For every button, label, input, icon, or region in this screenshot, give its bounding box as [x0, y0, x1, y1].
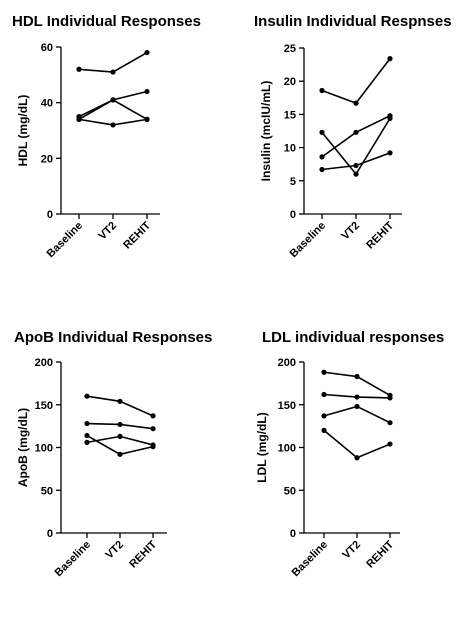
y-axis-label: LDL (mg/dL) — [255, 412, 269, 482]
chart-panel-1: HDL Individual Responses HDL (mg/dL) 0 20 40… — [12, 13, 201, 260]
data-point — [387, 441, 393, 447]
chart-title: LDL individual responses — [262, 329, 444, 346]
data-point — [150, 442, 156, 448]
y-tick-label: 100 — [278, 443, 296, 455]
data-point — [110, 97, 116, 103]
chart-title: HDL Individual Responses — [12, 13, 201, 30]
chart-panel-4: LDL individual responses LDL (mg/dL) 0 50 10… — [255, 329, 444, 579]
y-tick-label: 0 — [47, 528, 53, 540]
data-point — [319, 166, 325, 173]
series-line — [78, 90, 148, 121]
data-point — [353, 129, 359, 135]
data-point — [321, 413, 327, 419]
y-tick-label: 20 — [41, 153, 53, 165]
x-tick-label: Baseline — [290, 539, 330, 579]
chart-panel-3: ApoB Individual Responses ApoB (mg/dL) 0 50… — [14, 329, 212, 579]
data-point — [319, 87, 325, 94]
series-line — [78, 51, 148, 73]
x-tick-label: VT2 — [339, 220, 362, 243]
y-tick-label: 50 — [284, 485, 296, 497]
y-tick-label: 150 — [35, 400, 53, 412]
data-point — [110, 122, 116, 128]
y-tick-label: 10 — [284, 143, 296, 155]
y-tick-label: 100 — [35, 443, 53, 455]
y-tick-label: 0 — [47, 209, 53, 221]
data-point — [319, 129, 325, 135]
x-tick-label: Baseline — [45, 220, 85, 260]
y-tick-label: 0 — [290, 209, 296, 221]
chart-title: ApoB Individual Responses — [14, 329, 212, 346]
data-point — [76, 66, 82, 72]
data-point — [144, 116, 150, 122]
data-point — [76, 116, 82, 122]
x-tick-label: REHIT — [364, 219, 396, 251]
data-point — [144, 49, 150, 56]
data-point — [84, 432, 90, 439]
data-point — [84, 439, 90, 445]
chart-title: Insulin Individual Respnses — [254, 13, 452, 30]
data-point — [117, 433, 123, 439]
x-tick-label: Baseline — [53, 539, 93, 579]
data-point — [354, 455, 360, 461]
data-point — [321, 427, 327, 433]
x-tick-label: VT2 — [340, 539, 363, 562]
series-line — [321, 58, 391, 105]
data-point — [144, 88, 150, 95]
data-point — [117, 451, 123, 457]
y-tick-label: 50 — [41, 485, 53, 497]
y-tick-label: 200 — [278, 357, 296, 369]
data-point — [319, 154, 325, 160]
data-point — [321, 391, 327, 398]
data-point — [353, 100, 359, 106]
data-point — [387, 420, 393, 426]
series-line — [323, 429, 391, 459]
data-point — [354, 403, 360, 410]
data-point — [110, 69, 116, 75]
data-point — [387, 395, 393, 401]
data-point — [354, 394, 360, 400]
data-point — [150, 426, 156, 432]
data-point — [117, 421, 123, 428]
y-tick-label: 200 — [35, 357, 53, 369]
y-tick-label: 5 — [290, 176, 296, 188]
x-tick-label: REHIT — [127, 538, 159, 570]
x-tick-label: REHIT — [364, 538, 396, 570]
data-point — [321, 369, 327, 375]
x-tick-label: REHIT — [121, 219, 153, 251]
chart-panel-2: Insulin Individual Respnses Insulin (mcIU… — [254, 13, 452, 260]
data-point — [117, 398, 123, 404]
y-axis-label: HDL (mg/dL) — [16, 95, 30, 167]
y-tick-label: 40 — [41, 98, 53, 110]
data-point — [387, 56, 393, 62]
data-point — [84, 420, 90, 427]
data-point — [84, 393, 90, 399]
data-point — [387, 113, 393, 119]
x-tick-label: Baseline — [288, 220, 328, 260]
y-tick-label: 0 — [290, 528, 296, 540]
y-tick-label: 150 — [278, 400, 296, 412]
y-tick-label: 15 — [284, 109, 296, 121]
data-point — [353, 162, 359, 169]
x-tick-label: VT2 — [96, 220, 119, 243]
data-point — [353, 171, 359, 177]
y-axis-label: Insulin (mcIU/mL) — [259, 81, 273, 182]
y-tick-label: 60 — [41, 42, 53, 54]
data-point — [387, 150, 393, 156]
y-axis-label: ApoB (mg/dL) — [16, 408, 30, 487]
y-tick-label: 25 — [284, 43, 296, 55]
data-point — [354, 373, 360, 380]
y-tick-label: 20 — [284, 76, 296, 88]
series-line — [78, 98, 148, 121]
data-point — [150, 413, 156, 419]
x-tick-label: VT2 — [103, 539, 126, 562]
